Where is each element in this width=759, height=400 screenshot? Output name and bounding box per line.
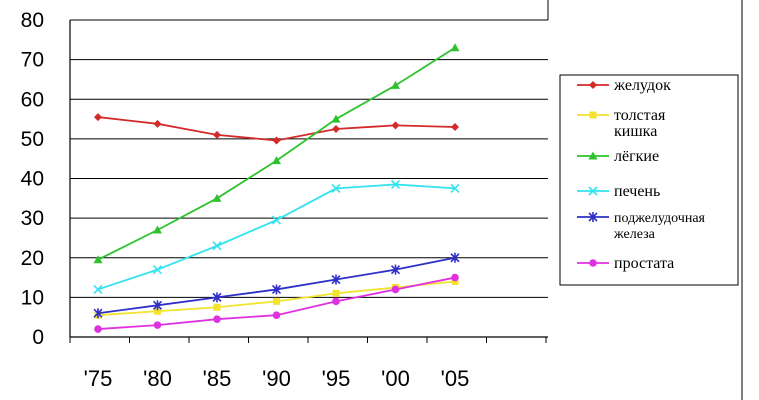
- data-point: [451, 122, 459, 131]
- data-point: [213, 130, 221, 139]
- data-point: [390, 179, 401, 190]
- data-point: [213, 315, 221, 323]
- y-tick-label: 40: [21, 168, 44, 191]
- y-tick-label: 70: [21, 49, 44, 72]
- legend-entry: простата: [577, 255, 674, 272]
- x-tick-label: '80: [143, 366, 172, 391]
- data-point: [212, 292, 222, 303]
- data-point: [391, 121, 400, 130]
- gridlines: [70, 19, 548, 298]
- legend-marker: [588, 186, 598, 196]
- axes: [69, 0, 743, 400]
- data-point: [451, 278, 459, 286]
- data-point: [152, 300, 163, 311]
- y-tick-label: 0: [32, 326, 44, 349]
- x-tick-label: '05: [441, 366, 470, 391]
- legend-marker: [589, 259, 597, 267]
- data-point: [212, 241, 222, 251]
- data-point: [450, 252, 460, 263]
- series-6: [94, 273, 459, 333]
- legend-marker: [589, 81, 597, 89]
- y-tick-label: 80: [21, 9, 44, 32]
- x-tick-label: '00: [381, 366, 410, 391]
- legend-marker: [589, 111, 597, 119]
- legend-label: поджелудочная: [614, 211, 706, 226]
- x-tick-labels: '75 '80 '85 '90 '95 '00 '05: [84, 366, 470, 391]
- data-point: [272, 156, 281, 165]
- data-point: [272, 136, 281, 145]
- data-point: [153, 119, 162, 128]
- data-point: [153, 321, 162, 329]
- data-point: [331, 274, 341, 285]
- data-point: [94, 325, 102, 333]
- series-3: [93, 43, 460, 264]
- y-tick-label: 50: [21, 128, 44, 151]
- series-lines: [93, 43, 460, 333]
- data-point: [93, 284, 103, 295]
- data-point: [450, 183, 460, 193]
- x-tick-label: '90: [262, 366, 291, 391]
- x-tick-label: '85: [203, 366, 232, 391]
- y-tick-labels: 0 10 20 30 40 50 60 70 80: [21, 9, 44, 349]
- x-tick-label: '75: [84, 366, 113, 391]
- series-1: [94, 113, 459, 145]
- y-tick-label: 10: [21, 286, 44, 309]
- data-point: [390, 264, 401, 275]
- y-tick-label: 30: [21, 207, 44, 230]
- data-point: [391, 80, 400, 89]
- series-4: [93, 179, 460, 295]
- legend-label: простата: [614, 255, 674, 272]
- data-point: [391, 285, 400, 294]
- data-point: [153, 225, 162, 234]
- series-line: [97, 46, 456, 261]
- legend-box: [559, 74, 739, 286]
- legend-entry: лёгкие: [577, 148, 659, 165]
- y-tick-label: 60: [21, 88, 44, 111]
- data-point: [271, 284, 282, 295]
- legend-label: железа: [613, 227, 656, 242]
- legend-marker: [588, 151, 598, 160]
- data-point: [332, 297, 340, 306]
- data-point: [332, 289, 340, 297]
- data-point: [94, 113, 102, 122]
- y-tick-label: 20: [21, 247, 44, 270]
- data-point: [451, 273, 459, 282]
- legend-label: лёгкие: [614, 148, 659, 165]
- data-point: [93, 308, 103, 319]
- series-5: [93, 252, 460, 319]
- legend-entry: желудок: [577, 77, 671, 94]
- data-point: [332, 124, 340, 133]
- data-point: [273, 297, 280, 305]
- legend-marker: [588, 212, 598, 222]
- data-point: [213, 303, 221, 311]
- data-point: [331, 114, 341, 123]
- x-tick-label: '95: [322, 366, 351, 391]
- legend-entry: печень: [577, 183, 660, 200]
- data-point: [93, 255, 103, 264]
- data-point: [272, 311, 281, 320]
- legend-label: кишка: [614, 123, 657, 140]
- data-point: [152, 265, 163, 275]
- data-point: [212, 193, 222, 202]
- series-line: [97, 183, 456, 291]
- legend-label: толстая: [614, 107, 666, 124]
- data-point: [331, 183, 341, 193]
- legend-label: желудок: [613, 77, 671, 94]
- data-point: [154, 307, 161, 315]
- data-point: [271, 215, 282, 225]
- legend-label: печень: [614, 183, 660, 200]
- data-point: [450, 43, 460, 52]
